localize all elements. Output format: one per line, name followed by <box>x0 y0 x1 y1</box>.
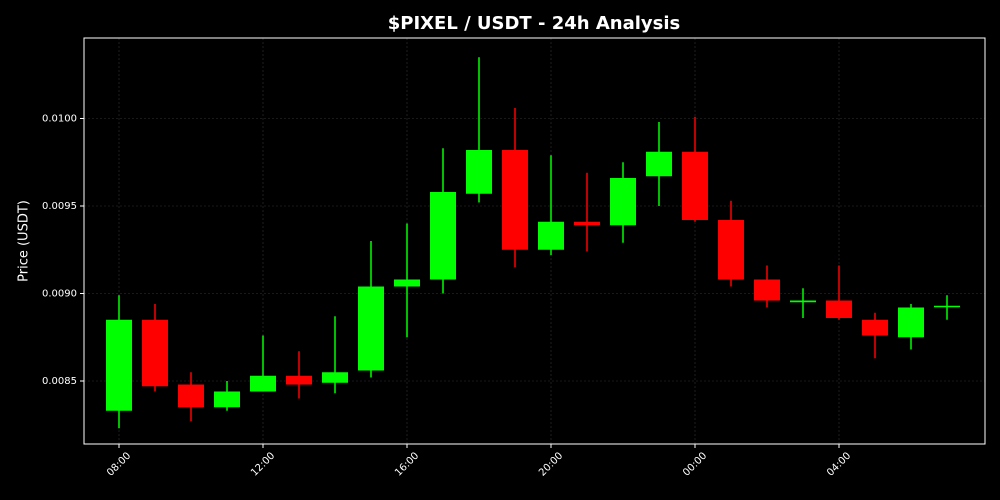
y-tick-label: 0.0095 <box>42 201 77 212</box>
candle-body <box>790 300 816 303</box>
candle-body <box>358 286 384 371</box>
candle-body <box>646 151 672 177</box>
candle-body <box>502 150 528 250</box>
candle-body <box>574 221 600 226</box>
candle-body <box>466 150 492 194</box>
plot-frame <box>83 37 986 445</box>
y-axis-label: Price (USDT) <box>17 200 32 282</box>
candle-body <box>718 220 744 280</box>
candle-body <box>286 375 312 385</box>
candle-body <box>178 384 204 408</box>
y-tick-label: 0.0100 <box>42 114 77 125</box>
candle-body <box>394 279 420 287</box>
candle-body <box>754 279 780 301</box>
y-tick-label: 0.0090 <box>42 289 77 300</box>
candle-body <box>862 319 888 336</box>
candle-body <box>538 221 564 250</box>
candle-body <box>250 375 276 392</box>
candle-body <box>142 319 168 387</box>
y-tick-label: 0.0085 <box>42 376 77 387</box>
candle-body <box>610 178 636 226</box>
candle-body <box>826 300 852 318</box>
candle-body <box>322 372 348 383</box>
candle-body <box>430 192 456 280</box>
candle-body <box>934 305 960 308</box>
candle-body <box>682 151 708 220</box>
candle-body <box>214 391 240 408</box>
chart-title: $PIXEL / USDT - 24h Analysis <box>388 13 681 34</box>
candle-body <box>106 319 132 411</box>
candle-body <box>898 307 924 338</box>
